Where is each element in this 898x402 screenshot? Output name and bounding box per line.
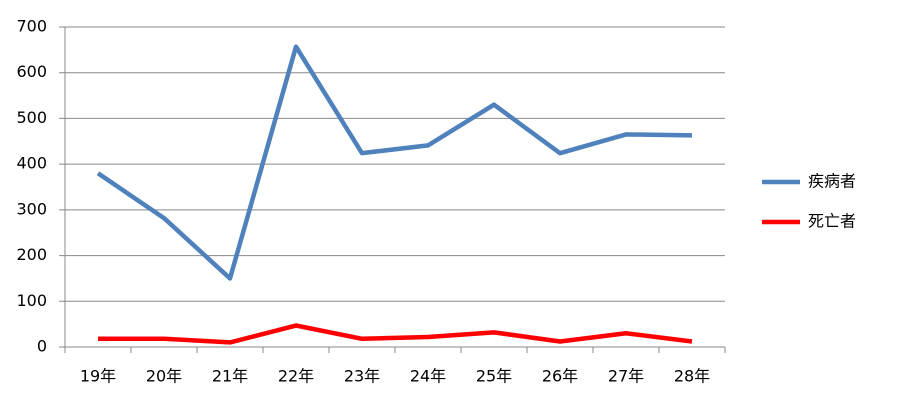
y-tick-label: 700 [16, 17, 47, 36]
x-tick-label: 20年 [146, 367, 182, 386]
x-tick-label: 22年 [278, 367, 314, 386]
legend-label: 疾病者 [808, 172, 856, 191]
x-tick-label: 24年 [410, 367, 446, 386]
x-tick-label: 21年 [212, 367, 248, 386]
y-tick-label: 200 [16, 245, 47, 264]
y-tick-label: 500 [16, 108, 47, 127]
x-tick-label: 28年 [674, 367, 710, 386]
x-tick-label: 25年 [476, 367, 512, 386]
y-tick-label: 400 [16, 154, 47, 173]
y-tick-label: 600 [16, 62, 47, 81]
series-line [98, 323, 693, 345]
y-tick-label: 0 [37, 337, 47, 356]
x-tick-label: 26年 [542, 367, 578, 386]
x-tick-label: 27年 [608, 367, 644, 386]
y-tick-label: 100 [16, 291, 47, 310]
x-tick-label: 19年 [80, 367, 116, 386]
x-tick-label: 23年 [344, 367, 380, 386]
series-line [96, 44, 693, 281]
legend-label: 死亡者 [808, 212, 856, 231]
y-tick-label: 300 [16, 199, 47, 218]
